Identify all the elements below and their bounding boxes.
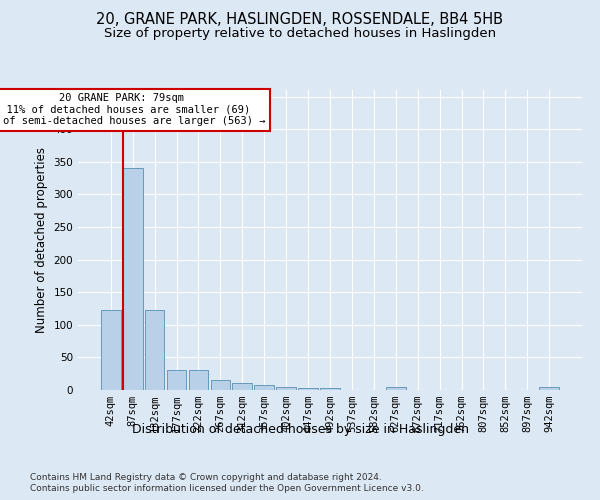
Bar — [211, 380, 230, 390]
Bar — [123, 168, 143, 390]
Text: Size of property relative to detached houses in Haslingden: Size of property relative to detached ho… — [104, 28, 496, 40]
Text: 20, GRANE PARK, HASLINGDEN, ROSSENDALE, BB4 5HB: 20, GRANE PARK, HASLINGDEN, ROSSENDALE, … — [97, 12, 503, 28]
Bar — [232, 384, 252, 390]
Bar — [101, 310, 121, 390]
Bar — [276, 386, 296, 390]
Y-axis label: Number of detached properties: Number of detached properties — [35, 147, 48, 333]
Bar — [145, 310, 164, 390]
Text: Distribution of detached houses by size in Haslingden: Distribution of detached houses by size … — [131, 422, 469, 436]
Bar — [254, 386, 274, 390]
Bar — [298, 388, 318, 390]
Bar — [167, 370, 187, 390]
Bar — [188, 370, 208, 390]
Bar — [320, 388, 340, 390]
Bar — [386, 386, 406, 390]
Text: 20 GRANE PARK: 79sqm
← 11% of detached houses are smaller (69)
88% of semi-detac: 20 GRANE PARK: 79sqm ← 11% of detached h… — [0, 94, 265, 126]
Text: Contains HM Land Registry data © Crown copyright and database right 2024.: Contains HM Land Registry data © Crown c… — [30, 472, 382, 482]
Text: Contains public sector information licensed under the Open Government Licence v3: Contains public sector information licen… — [30, 484, 424, 493]
Bar — [539, 386, 559, 390]
